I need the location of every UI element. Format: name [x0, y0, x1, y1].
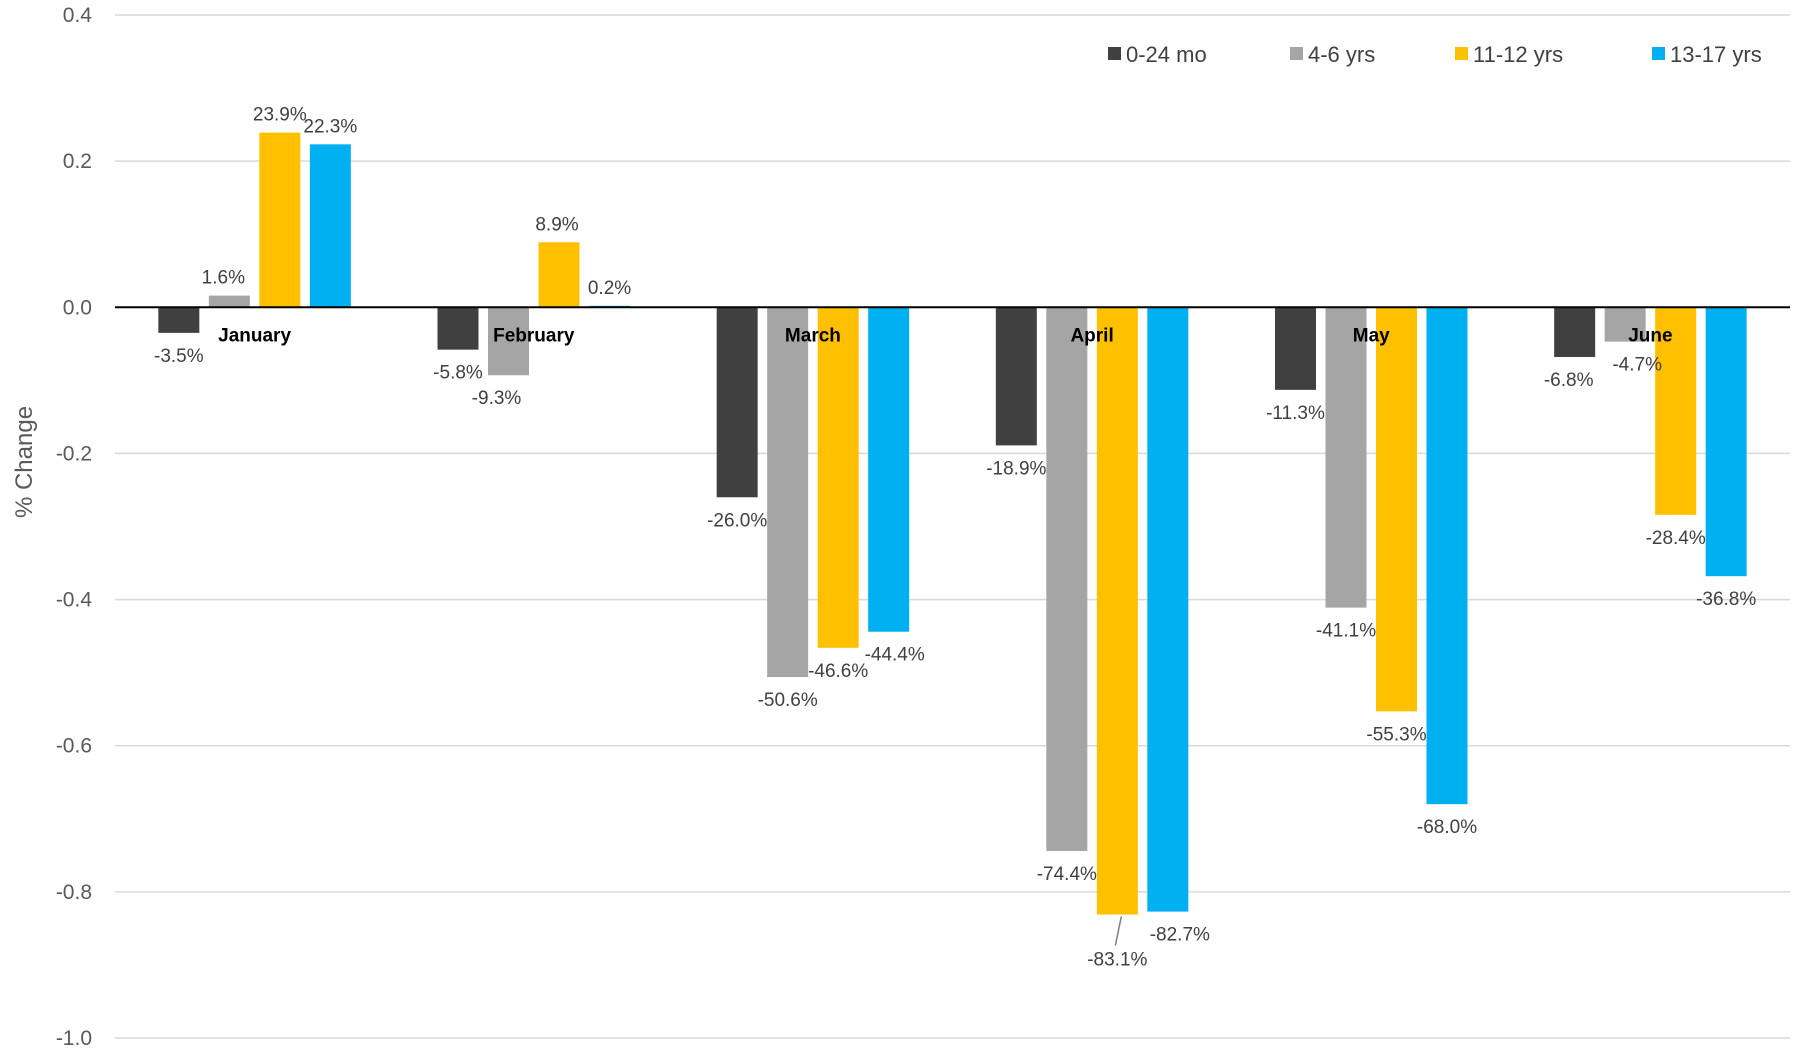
y-axis-title: % Change: [11, 406, 38, 518]
bar: [488, 307, 529, 376]
bar: [1325, 307, 1367, 608]
category-label: February: [493, 325, 575, 346]
legend: 0-24 mo 4-6 yrs 11-12 yrs 13-17 yrs: [1108, 42, 1762, 67]
bar: [1705, 307, 1747, 577]
data-label: -82.7%: [1150, 925, 1210, 946]
legend-swatch: [1652, 47, 1665, 60]
bar: [208, 295, 250, 308]
category-label: January: [218, 325, 291, 346]
bar: [538, 242, 580, 308]
category-label: April: [1070, 325, 1113, 346]
category-label: May: [1353, 325, 1390, 346]
y-tick-label: -0.4: [56, 589, 93, 612]
y-tick-label: -0.8: [56, 881, 92, 904]
legend-label: 0-24 mo: [1126, 42, 1207, 67]
y-tick-label: -0.2: [56, 442, 92, 465]
legend-swatch: [1290, 47, 1303, 60]
bar: [309, 144, 351, 308]
data-label: -18.9%: [986, 458, 1046, 479]
data-labels: -3.5% 1.6% 23.9%22.3% -5.8% -9.3% 8.9% 0.2% -26…: [154, 105, 1756, 971]
category-label: June: [1628, 325, 1672, 346]
data-label: -28.4%: [1646, 528, 1706, 549]
data-label: -46.6%: [808, 661, 868, 682]
data-label: -83.1%: [1087, 950, 1147, 971]
data-label: -11.3%: [1266, 403, 1325, 424]
y-tick-label: -1.0: [56, 1027, 92, 1050]
bar: [1426, 307, 1468, 805]
bar: [1554, 307, 1596, 357]
bar: [1655, 307, 1697, 515]
y-tick-label: 0.2: [63, 150, 92, 173]
data-label: 22.3%: [303, 116, 357, 137]
data-label: -9.3%: [472, 388, 522, 409]
bar: [1275, 307, 1316, 390]
data-label: -74.4%: [1037, 864, 1097, 885]
bar: [817, 307, 859, 648]
data-label: -55.3%: [1366, 724, 1426, 745]
bar: [1096, 307, 1138, 915]
legend-label: 4-6 yrs: [1308, 42, 1375, 67]
data-label: -36.8%: [1696, 589, 1756, 610]
data-label: -6.8%: [1544, 370, 1594, 391]
legend-swatch: [1455, 47, 1468, 60]
data-label: -4.7%: [1612, 355, 1662, 376]
data-label: -41.1%: [1316, 621, 1376, 642]
bar: [1604, 307, 1646, 342]
data-label: -68.0%: [1417, 817, 1477, 838]
bar: [995, 307, 1037, 446]
bar: [868, 307, 910, 632]
bar: [437, 307, 479, 350]
gridlines: [115, 14, 1790, 1039]
data-label: -26.0%: [707, 510, 767, 531]
legend-label: 11-12 yrs: [1473, 42, 1563, 67]
data-label: -3.5%: [154, 346, 204, 367]
bar: [716, 307, 758, 498]
data-label: 0.2%: [588, 278, 631, 299]
legend-label: 13-17 yrs: [1670, 42, 1762, 67]
category-labels: January February March April May June: [218, 325, 1672, 346]
bar: [259, 132, 301, 308]
category-label: March: [785, 325, 841, 346]
bars: [158, 132, 1747, 915]
y-tick-label: 0.0: [63, 296, 92, 319]
legend-swatch: [1108, 47, 1121, 60]
y-tick-label: 0.4: [63, 4, 93, 27]
data-label: -50.6%: [758, 690, 818, 711]
y-axis-ticks: 0.4 0.2 0.0 -0.2 -0.4 -0.6 -0.8 -1.0: [56, 4, 93, 1050]
bar: [1046, 307, 1088, 851]
data-label: -44.4%: [865, 645, 925, 666]
leader-line: [1114, 916, 1123, 946]
data-label: 23.9%: [253, 105, 307, 126]
data-label: 8.9%: [535, 214, 578, 235]
data-label: -5.8%: [433, 363, 483, 384]
bar: [1376, 307, 1417, 712]
bar: [767, 307, 809, 678]
bar: [1147, 307, 1189, 912]
data-label: 1.6%: [202, 268, 245, 289]
bar: [158, 307, 200, 333]
y-tick-label: -0.6: [56, 735, 92, 758]
